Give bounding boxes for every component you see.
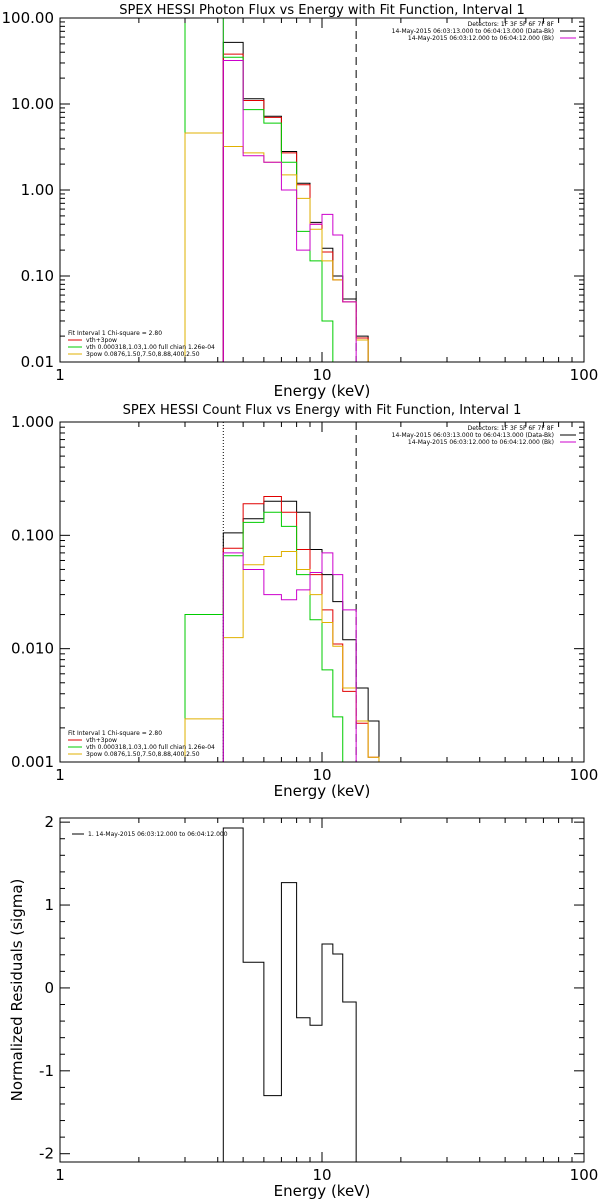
y-tick-label: 1.00 bbox=[21, 181, 54, 199]
info-line: 14-May-2015 06:03:12.000 to 06:04:12.000… bbox=[408, 35, 554, 42]
y-tick-label: -1 bbox=[39, 1062, 54, 1080]
x-tick-label: 10 bbox=[312, 1166, 331, 1184]
chart-panel-1: SPEX HESSI Photon Flux vs Energy with Fi… bbox=[2, 3, 599, 400]
chart-title: SPEX HESSI Photon Flux vs Energy with Fi… bbox=[119, 3, 525, 18]
y-tick-label: 0.100 bbox=[11, 526, 54, 544]
series-line-2 bbox=[222, 53, 369, 362]
y-tick-label: 1 bbox=[44, 896, 54, 914]
info-line: Detectors: 1F 3F 5F 6F 7F 8F bbox=[468, 21, 555, 28]
series-line-1 bbox=[222, 41, 369, 362]
series-line-3 bbox=[184, 18, 334, 362]
chart-title: SPEX HESSI Count Flux vs Energy with Fit… bbox=[123, 403, 522, 418]
y-tick-label: 10.00 bbox=[11, 95, 54, 113]
x-tick-label: 1 bbox=[55, 366, 65, 384]
legend-entry: vth 0.000318,1.03,1.00 full chian 1.26e-… bbox=[86, 344, 215, 351]
x-tick-label: 100 bbox=[570, 1166, 599, 1184]
y-tick-label: 100.00 bbox=[2, 9, 55, 27]
x-axis-label: Energy (keV) bbox=[274, 782, 371, 800]
info-line: Detectors: 1F 3F 5F 6F 7F 8F bbox=[468, 425, 555, 432]
x-axis-label: Energy (keV) bbox=[274, 382, 371, 400]
series-line-3 bbox=[184, 511, 344, 762]
y-tick-label: -2 bbox=[39, 1145, 54, 1163]
legend-entry: Fit Interval 1 Chi-square = 2.80 bbox=[68, 730, 162, 737]
x-axis-label: Energy (keV) bbox=[274, 1182, 371, 1200]
series-line-1 bbox=[222, 827, 357, 1162]
info-line: 14-May-2015 06:03:12.000 to 06:04:12.000… bbox=[408, 439, 554, 446]
x-tick-label: 10 bbox=[312, 366, 331, 384]
series-line-5 bbox=[222, 60, 357, 362]
series-line-1 bbox=[222, 500, 380, 762]
legend-entry: vth+3pow bbox=[86, 737, 117, 744]
x-tick-label: 100 bbox=[570, 366, 599, 384]
y-tick-label: 0 bbox=[44, 979, 54, 997]
x-tick-label: 1 bbox=[55, 766, 65, 784]
y-tick-label: 0.001 bbox=[11, 753, 54, 771]
y-tick-label: 0.01 bbox=[21, 353, 54, 371]
y-tick-label: 2 bbox=[44, 813, 54, 831]
chart-panel-2: SPEX HESSI Count Flux vs Energy with Fit… bbox=[11, 403, 598, 800]
x-tick-label: 1 bbox=[55, 1166, 65, 1184]
x-tick-label: 10 bbox=[312, 766, 331, 784]
legend-entry: 1. 14-May-2015 06:03:12.000 to 06:04:12.… bbox=[88, 831, 228, 838]
y-tick-label: 0.10 bbox=[21, 267, 54, 285]
y-tick-label: 0.010 bbox=[11, 640, 54, 658]
y-axis-label: Normalized Residuals (sigma) bbox=[8, 879, 26, 1102]
info-line: 14-May-2015 06:03:13.000 to 06:04:13.000… bbox=[392, 432, 554, 439]
legend-entry: 3pow 0.0876,1.50,7.50,8.88,400,2.50 bbox=[86, 351, 200, 358]
chart-panel-3: 1 10 100 Energy (keV) -2 -1 0 1 2 Normalized Resi… bbox=[8, 813, 598, 1200]
series-line-5 bbox=[222, 552, 357, 762]
x-tick-label: 100 bbox=[570, 766, 599, 784]
legend-entry: 3pow 0.0876,1.50,7.50,8.88,400,2.50 bbox=[86, 751, 200, 758]
legend-entry: vth 0.000318,1.03,1.00 full chian 1.26e-… bbox=[86, 744, 215, 751]
y-tick-label: 1.000 bbox=[11, 413, 54, 431]
info-line: 14-May-2015 06:03:13.000 to 06:04:13.000… bbox=[392, 28, 554, 35]
legend-entry: Fit Interval 1 Chi-square = 2.80 bbox=[68, 330, 162, 337]
legend-entry: vth+3pow bbox=[86, 337, 117, 344]
